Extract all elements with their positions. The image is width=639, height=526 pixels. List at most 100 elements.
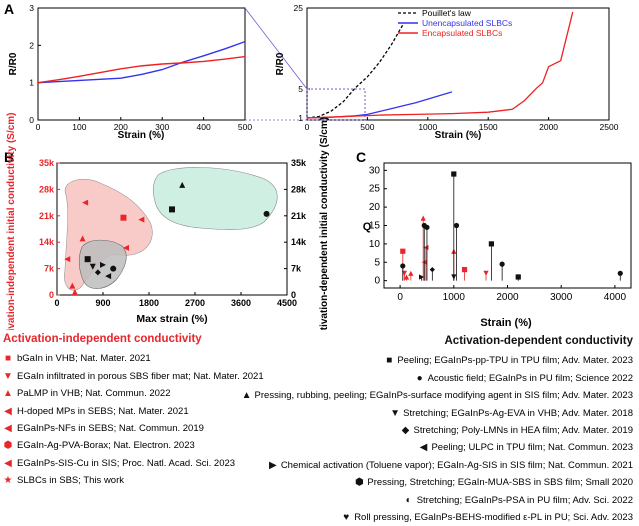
chart-c-ytick-label: 10 (369, 239, 381, 250)
legend-dependent-item: ◀ Peeling; ULPC in TPU film; Nat. Commun.… (242, 439, 633, 456)
chart-b-ytick-label-right: 35k (291, 158, 307, 168)
chart-c-point (424, 224, 430, 230)
legend-independent-item: ◀ EGaInPs-NFs in SEBS; Nat. Commun. 2019 (3, 420, 264, 437)
chart-b-ytick-label-right: 14k (291, 237, 307, 247)
legend-dependent-marker-icon: ▼ (390, 407, 401, 419)
legend-label-pouillet: Pouillet's law (422, 8, 472, 18)
legend-independent-header: Activation-independent conductivity (3, 333, 202, 345)
legend-independent-marker-icon: ◀ (4, 457, 12, 469)
chart-a-right-series-line (306, 11, 574, 119)
chart-b-xtick-label: 900 (95, 298, 110, 308)
panel-label-c: C (356, 149, 366, 165)
chart-b-ytick-label-left: 35k (39, 158, 55, 168)
chart-c-xtick-label: 3000 (550, 292, 573, 303)
chart-b-xlabel: Max strain (%) (136, 313, 207, 325)
legend-independent-marker-icon: ■ (4, 353, 12, 365)
legend-independent-item: ⬢ EGaIn-Ag-PVA-Borax; Nat. Electron. 2023 (3, 437, 264, 454)
legend-dependent-marker-icon: ♥ (343, 512, 350, 524)
chart-b-point (179, 181, 186, 188)
legend-independent: Activation-independent conductivity ■ bGa… (3, 331, 264, 490)
legend-dependent-marker-icon: ▶ (268, 459, 277, 471)
legend-independent-label: bGaIn in VHB; Nat. Mater. 2021 (17, 353, 151, 365)
legend-dependent-marker-icon: ● (416, 372, 423, 384)
chart-c-point (451, 171, 457, 177)
chart-b-frame (56, 162, 288, 296)
chart-a-right-ytick-label: 25 (294, 3, 304, 13)
legend-dependent-item: ◐ Stretching; EGaInPs-PSA in PU film; Adv… (242, 492, 633, 509)
chart-c-ytick-label: 20 (369, 202, 381, 213)
chart-b-point (105, 273, 112, 280)
chart-b-xtick-label: 2700 (185, 298, 205, 308)
legend-dependent-label: Pressing, Stretching; EGaIn-MUA-SBS in S… (367, 477, 633, 489)
legend-dependent-label: Peeling; EGaInPs-pp-TPU in TPU film; Adv… (397, 355, 633, 367)
chart-a-left-ytick-label: 3 (29, 3, 34, 13)
chart-c-xtick-label: 2000 (496, 292, 519, 303)
legend-independent-label: EGaIn infiltrated in porous SBS fiber ma… (17, 370, 264, 382)
chart-b-point (110, 265, 117, 272)
chart-a-right-xtick-label: 1500 (479, 122, 498, 132)
chart-b-ytick-label-left: 0 (49, 290, 54, 300)
chart-a-left-xtick-label: 300 (155, 122, 169, 132)
legend-independent-marker-icon: ▼ (3, 370, 13, 382)
chart-b-ytick-label-left: 21k (39, 211, 55, 221)
legend-independent-label: SLBCs in SBS; This work (17, 475, 125, 487)
chart-b-ytick-label-right: 28k (291, 184, 307, 194)
chart-c-ytick-label: 5 (374, 257, 380, 268)
legend-independent-label: EGaInPs-NFs in SEBS; Nat. Commun. 2019 (17, 423, 204, 435)
legend-independent-marker-icon: ◀ (4, 405, 12, 417)
chart-c-xlabel: Strain (%) (480, 317, 532, 329)
chart-c-ytick-label: 15 (369, 221, 381, 232)
chart-b-xtick-label: 4500 (277, 298, 297, 308)
chart-a-left-xtick-label: 400 (197, 122, 211, 132)
chart-b-point (138, 216, 145, 223)
chart-c-point (400, 263, 406, 269)
chart-c-point (461, 267, 468, 273)
legend-independent-item: ■ bGaIn in VHB; Nat. Mater. 2021 (3, 350, 264, 367)
legend-independent-marker-icon: ◀ (4, 423, 12, 435)
chart-b-xtick-label: 3600 (231, 298, 251, 308)
chart-b-ytick-label-left: 14k (39, 237, 55, 247)
legend-dependent-item: ⬢ Pressing, Stretching; EGaIn-MUA-SBS in … (242, 474, 633, 491)
chart-a-left-xtick-label: 0 (36, 122, 41, 132)
chart-a-right-xtick-label: 500 (360, 122, 374, 132)
chart-a-right-ytick-label: 1 (298, 113, 303, 123)
chart-a-left-ytick-label: 1 (29, 78, 34, 88)
legend-independent-marker-icon: ★ (3, 475, 13, 487)
chart-c-point (451, 274, 457, 280)
legend-dependent-label: Pressing, rubbing, peeling; EGaInPs-surf… (254, 390, 633, 402)
legend-label-encapsulated: Encapsulated SLBCs (422, 28, 502, 38)
chart-c-frame (383, 162, 632, 289)
zoom-region-box (306, 88, 366, 121)
legend-dependent-marker-icon: ◐ (405, 494, 412, 506)
chart-b-point (82, 199, 89, 206)
chart-a-right-xtick-label: 2500 (600, 122, 619, 132)
chart-c-point (515, 274, 521, 280)
legend-dependent-label: Roll pressing, EGaInPs-BEHS-modified ε-P… (354, 512, 633, 524)
chart-b-point (84, 256, 91, 263)
legend-dependent-item: ● Acoustic field; EGaInPs in PU film; Sci… (242, 370, 633, 387)
chart-b-point (263, 210, 270, 217)
chart-a-right-xtick-label: 2000 (539, 122, 558, 132)
legend-independent-label: H-doped MPs in SEBS; Nat. Mater. 2021 (17, 405, 189, 417)
legend-independent-item: ◀ H-doped MPs in SEBS; Nat. Mater. 2021 (3, 403, 264, 420)
chart-a-left-xtick-label: 200 (114, 122, 128, 132)
legend-independent-marker-icon: ▲ (3, 388, 13, 400)
chart-a-left-ylabel: R/R0 (8, 52, 19, 75)
legend-independent-item: ◀ EGaInPs-SIS-Cu in SIS; Proc. Natl. Acad… (3, 455, 264, 472)
chart-b-point (169, 206, 175, 213)
chart-c-point (403, 274, 410, 280)
legend-dependent-item: ◆ Stretching; Poly-LMNs in HEA film; Adv.… (242, 422, 633, 439)
legend-dependent-item: ▶ Chemical activation (Toluene vapor); EG… (242, 457, 633, 474)
legend-dependent-marker-icon: ◆ (401, 425, 410, 437)
chart-b-ytick-label-right: 21k (291, 211, 307, 221)
chart-b-ylabel-right: Activation-dependent initial conductivit… (319, 117, 330, 330)
legend-independent-marker-icon: ⬢ (3, 440, 13, 452)
legend-dependent-label: Chemical activation (Toluene vapor); EGa… (280, 459, 633, 471)
chart-a-right-ylabel: R/R0 (275, 52, 286, 75)
legend-dependent-label: Acoustic field; EGaInPs in PU film; Scie… (427, 372, 633, 384)
chart-c-xtick-label: 0 (397, 292, 403, 303)
chart-b-point (79, 235, 86, 242)
chart-c-point (429, 267, 435, 273)
